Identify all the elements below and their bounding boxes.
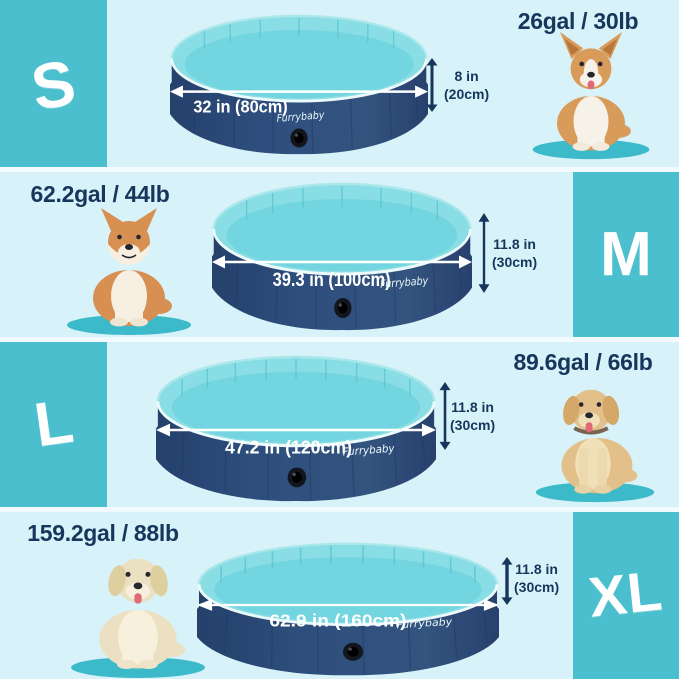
size-badge-xl: XL [573, 509, 679, 679]
row-divider [0, 167, 679, 172]
pool-front-fold-lines [224, 601, 488, 675]
diameter-label-s: 32 in (80cm) [193, 96, 287, 117]
pool-back-fold-lines [203, 17, 395, 49]
height-inches: 11.8 in [493, 236, 536, 252]
size-badge-m: M [573, 170, 679, 339]
height-cm: (30cm) [492, 253, 538, 270]
brand-logo-l: Furrybaby [342, 442, 395, 458]
diameter-arrow [197, 599, 499, 611]
size-letter-m: M [600, 219, 652, 289]
height-label-l: 11.8 in (30cm) [450, 399, 495, 434]
capacity-label-xl: 159.2gal / 88lb [27, 520, 179, 546]
size-row-l: L [0, 339, 679, 509]
height-label-xl: 11.8 in (30cm) [514, 561, 559, 596]
dog-golden-retriever [535, 389, 655, 503]
capacity-label-s: 26gal / 30lb [517, 8, 639, 34]
diameter-label-l: 47.2 in (120cm) [225, 436, 352, 458]
dog-corgi [532, 31, 650, 160]
brand-logo-m: Furrybaby [380, 274, 430, 291]
diameter-arrow [156, 423, 436, 437]
pool-illustration-m: 39.3 in (100cm) Furrybaby [212, 182, 472, 331]
pool-illustration-s: 32 in (80cm) Furrybaby [170, 14, 428, 155]
height-arrow-m [478, 213, 490, 293]
brand-logo-s: Furrybaby [276, 110, 325, 125]
pool-back-fold-lines [220, 545, 476, 583]
pool-illustration-l: 47.2 in (120cm) Furrybaby [156, 355, 436, 502]
size-badge-l: L [0, 339, 107, 509]
height-inches: 11.8 in [515, 561, 558, 577]
pool-illustration-xl: 62.9 in (160cm) Furrybaby [197, 542, 499, 676]
height-inches: 11.8 in [451, 399, 494, 415]
diameter-arrow [212, 255, 472, 269]
brand-logo-xl: Furrybaby [396, 616, 454, 631]
capacity-label-l: 89.6gal / 66lb [513, 349, 653, 375]
size-badge-s: S [0, 0, 107, 170]
height-cm: (30cm) [450, 416, 496, 433]
size-letter-s: S [26, 45, 81, 125]
drain-valve [287, 467, 307, 488]
height-cm: (30cm) [514, 578, 560, 595]
size-letter-xl: XL [586, 558, 666, 629]
size-row-xl: 159.2gal / 88lb [0, 509, 679, 679]
pool-back-fold-lines [181, 358, 411, 397]
dog-labrador [71, 558, 205, 678]
dog-shiba-inu [67, 208, 191, 335]
size-letter-l: L [29, 386, 77, 461]
height-label-m: 11.8 in (30cm) [492, 236, 537, 271]
drain-valve [334, 298, 352, 318]
row-divider [0, 507, 679, 512]
diameter-label-xl: 62.9 in (160cm) [269, 612, 406, 631]
drain-valve [342, 642, 364, 661]
height-arrow-xl [501, 557, 513, 605]
height-arrow-s [426, 58, 438, 112]
pool-front-fold-lines [235, 247, 463, 330]
diameter-arrow [170, 85, 428, 98]
height-cm: (20cm) [444, 85, 490, 102]
row-divider [0, 337, 679, 342]
size-row-m: 62.2gal / 44lb [0, 170, 679, 339]
height-inches: 8 in [454, 68, 479, 84]
capacity-label-m: 62.2gal / 44lb [30, 181, 170, 207]
pool-back-fold-lines [245, 186, 439, 220]
diameter-label-m: 39.3 in (100cm) [273, 269, 391, 290]
drain-valve [290, 128, 308, 148]
pool-front-fold-lines [181, 420, 426, 501]
size-row-s: S [0, 0, 679, 170]
height-arrow-l [439, 382, 451, 450]
height-label-s: 8 in (20cm) [444, 68, 489, 103]
